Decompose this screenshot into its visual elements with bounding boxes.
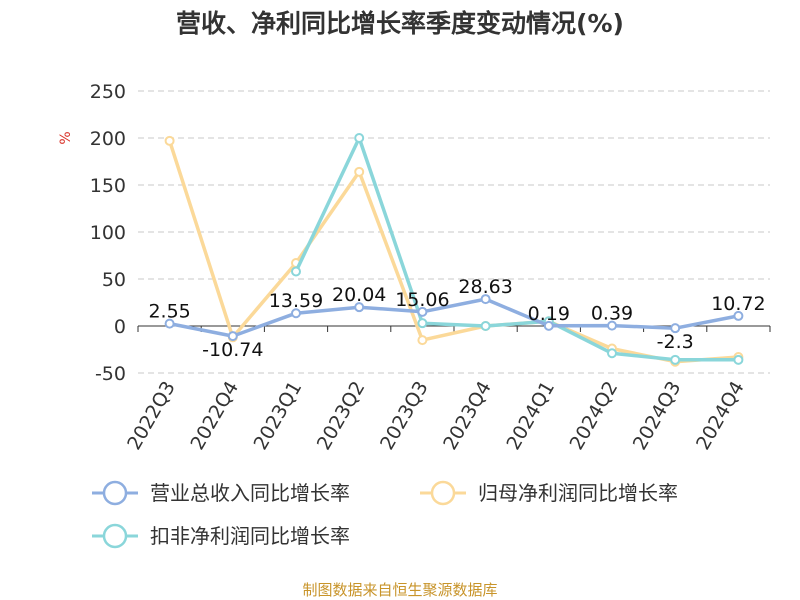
data-point [480,294,491,305]
legend-label: 归母净利润同比增长率 [478,481,678,505]
data-point [480,321,491,331]
data-point [354,166,365,177]
data-point [607,348,617,359]
data-point [543,320,554,331]
data-label: 10.72 [711,293,765,315]
x-tick-label: 2024Q1 [502,378,559,454]
data-point [354,133,365,143]
data-point [607,320,617,331]
legend-marker [102,480,128,506]
x-tick-label: 2022Q4 [186,378,243,454]
data-label: 15.06 [395,289,449,311]
data-point [291,308,301,319]
chart-title: 营收、净利同比增长率季度变动情况(%) [176,9,624,38]
x-tick-label: 2023Q3 [376,378,433,454]
legend-item: 归母净利润同比增长率 [420,480,678,506]
data-label: -2.3 [657,331,694,353]
legend-label: 营业总收入同比增长率 [150,481,350,505]
data-point [670,323,681,334]
legend-item: 营业总收入同比增长率 [92,480,350,506]
series-line [294,136,739,362]
data-label: 13.59 [269,290,323,312]
x-tick-label: 2023Q4 [439,377,496,453]
x-tick-label: 2024Q4 [692,378,749,454]
series-layer [164,133,744,367]
data-labels: 2.55 -10.74 13.59 20.04 15.06 28.63 0.19 0.39 -2… [148,276,765,361]
data-point [354,302,365,313]
legend-marker [102,523,128,549]
data-point [227,331,238,342]
data-point [733,354,744,365]
legend-marker [430,480,456,506]
x-tick-label: 2024Q3 [629,378,686,454]
y-tick-label: -50 [95,363,126,385]
legend-label: 扣非净利润同比增长率 [150,524,350,548]
data-point [733,310,744,321]
series-line [169,297,739,338]
data-point [417,318,428,329]
data-point [164,318,175,329]
y-axis-unit: % [58,131,74,144]
data-point [417,306,428,317]
grid-lines [138,90,770,374]
data-label: 20.04 [332,284,386,306]
y-tick-label: 200 [90,128,126,150]
data-label: 28.63 [458,276,512,298]
y-tick-label: 250 [90,81,126,103]
y-tick-label: 100 [90,222,126,244]
source-note: 制图数据来自恒生聚源数据库 [302,581,497,599]
y-tick-label: 50 [102,269,126,291]
data-point [164,135,175,146]
data-point [670,354,681,365]
x-tick-label: 2024Q2 [566,378,623,454]
legend-item: 扣非净利润同比增长率 [92,523,350,549]
data-label: 0.39 [591,303,633,325]
y-tick-label: 0 [114,316,126,338]
x-tick-label: 2022Q3 [123,378,180,454]
x-tick-label: 2023Q2 [313,378,370,454]
x-tick-label: 2023Q1 [250,378,307,454]
data-label: 0.19 [528,303,570,325]
data-label: -10.74 [202,339,263,361]
data-point [417,335,428,346]
y-tick-label: 150 [90,175,126,197]
data-point [291,266,301,277]
data-label: 2.55 [148,301,190,323]
